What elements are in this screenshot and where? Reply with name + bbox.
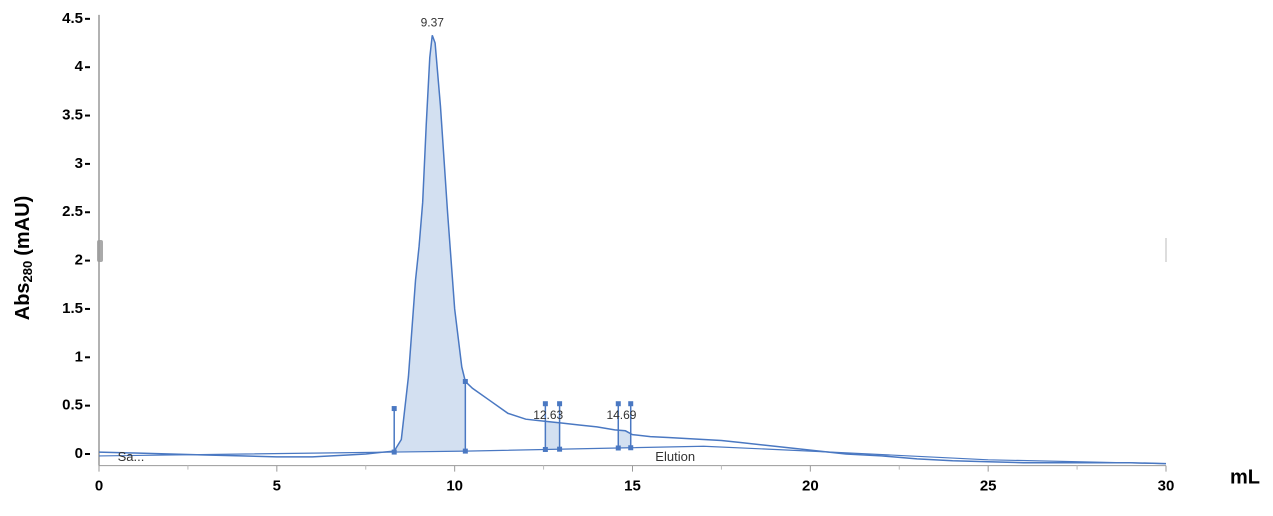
x-tick-label: 30: [1158, 478, 1175, 495]
boundary-handle: [615, 445, 621, 451]
x-tick-label: 25: [980, 478, 997, 495]
y-tick-label: 3: [75, 155, 83, 172]
y-tick-label: 0: [75, 445, 83, 462]
y-tick-label: 2: [75, 252, 83, 269]
y-tick-label: 2.5: [62, 203, 83, 220]
x-tick-label: 15: [624, 478, 641, 495]
boundary-handle: [462, 448, 468, 454]
x-tick-label: 0: [95, 478, 103, 495]
y-axis-label: Abs280 (mAU): [12, 196, 35, 321]
boundary-handle: [462, 378, 468, 384]
line-uv: [98, 35, 1167, 465]
scroll-handle: [97, 240, 103, 262]
x-tick-label: 20: [802, 478, 819, 495]
boundary-handle: [628, 401, 634, 407]
peak-area: [618, 430, 631, 448]
boundary-handle: [628, 445, 634, 451]
boundary-handle: [557, 446, 563, 452]
boundary-handle: [557, 401, 563, 407]
peak-label: 12.63: [533, 408, 563, 422]
y-tick-label: 1.5: [62, 300, 83, 317]
y-tick-label: 1: [75, 348, 83, 365]
peak-area: [545, 421, 560, 450]
y-tick-label: 4: [75, 58, 84, 75]
phase-label: Elution: [655, 449, 695, 464]
x-tick-label: 5: [273, 478, 281, 495]
x-axis-label: mL: [1230, 466, 1260, 488]
y-tick-label: 0.5: [62, 397, 83, 414]
peak-area: [394, 35, 466, 453]
y-tick-label: 4.5: [62, 10, 83, 27]
y-tick-label: 3.5: [62, 107, 83, 124]
y-label-unit: (mAU): [12, 196, 34, 256]
y-label-sub: 280: [20, 261, 35, 283]
x-tick-label: 10: [446, 478, 463, 495]
boundary-handle: [542, 446, 548, 452]
peak-label: 14.69: [606, 408, 636, 422]
peak-label: 9.37: [421, 15, 445, 29]
boundary-handle: [542, 401, 548, 407]
boundary-handle: [391, 406, 397, 412]
y-label-main: Abs: [12, 282, 34, 320]
phase-label: Sa...: [118, 449, 145, 464]
boundary-handle: [391, 449, 397, 455]
boundary-handle: [615, 401, 621, 407]
